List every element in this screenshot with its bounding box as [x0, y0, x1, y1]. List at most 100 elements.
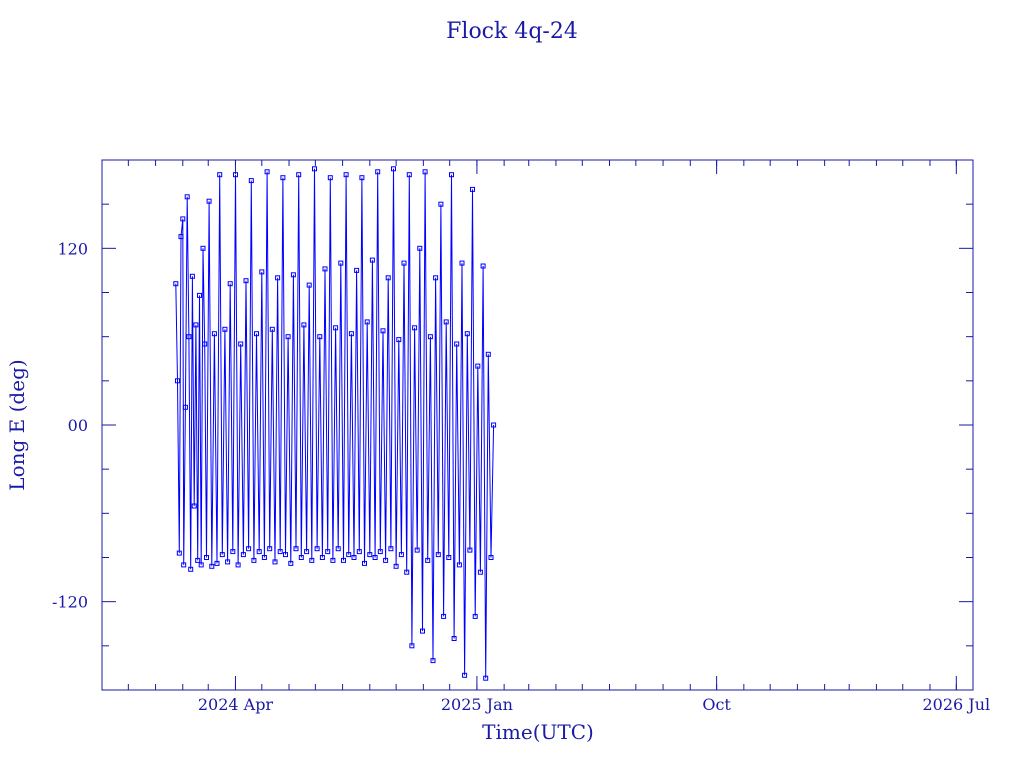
ticks-layer: 120 00 -120 2024 Apr 2025 Jan Oct 2026 Jul	[52, 159, 990, 714]
data-point	[235, 562, 241, 568]
data-point	[372, 555, 378, 560]
data-point	[393, 563, 399, 569]
data-point	[248, 178, 254, 184]
data-point	[206, 198, 212, 204]
data-point	[335, 546, 341, 552]
x-axis-label: Time(UTC)	[482, 720, 594, 744]
data-point	[443, 319, 449, 325]
data-point	[298, 555, 304, 560]
data-point	[195, 557, 201, 563]
data-point	[441, 613, 447, 619]
data-point	[354, 267, 360, 273]
data-point	[202, 341, 208, 347]
data-point	[191, 503, 197, 509]
data-point	[225, 559, 231, 565]
data-point	[427, 334, 433, 340]
data-point	[380, 328, 386, 334]
data-point	[383, 557, 389, 563]
data-point	[330, 557, 336, 563]
data-point	[197, 292, 202, 298]
data-point	[243, 278, 249, 284]
x-tick-label: 2026 Jul	[922, 695, 990, 714]
data-point	[367, 552, 373, 558]
data-point	[398, 552, 404, 558]
data-point	[285, 334, 291, 340]
x-tick-label: 2024 Apr	[198, 695, 274, 714]
data-point	[396, 337, 402, 343]
data-point	[222, 326, 228, 332]
data-point	[356, 549, 362, 555]
y-tick-label: 00	[68, 416, 88, 435]
data-point	[404, 569, 410, 575]
data-point	[175, 378, 180, 384]
data-point	[304, 549, 310, 555]
data-point	[325, 549, 331, 555]
data-point	[214, 560, 220, 566]
data-point	[301, 322, 307, 328]
data-point	[417, 245, 423, 251]
data-point	[438, 201, 444, 207]
data-point	[491, 422, 497, 428]
data-point	[184, 194, 190, 200]
data-point	[483, 675, 489, 681]
data-point	[462, 672, 468, 678]
data-point	[470, 186, 475, 192]
data-point	[369, 257, 375, 263]
data-point	[296, 172, 302, 178]
data-point	[333, 325, 339, 331]
data-point	[180, 216, 186, 222]
data-point	[346, 552, 352, 558]
data-point	[290, 272, 296, 278]
data-point	[388, 546, 394, 552]
data-point	[364, 319, 370, 325]
data-point	[288, 560, 294, 566]
data-point	[277, 549, 283, 555]
data-point	[488, 555, 494, 560]
data-point	[327, 175, 333, 181]
data-point	[406, 172, 412, 178]
data-point	[459, 260, 465, 266]
data-point	[272, 559, 278, 565]
data-point	[293, 546, 299, 552]
data-point	[412, 325, 418, 331]
data-point	[261, 555, 267, 560]
data-point	[280, 175, 286, 181]
data-point	[246, 546, 252, 552]
data-point	[173, 281, 179, 287]
data-point	[464, 331, 470, 337]
data-point	[338, 260, 344, 266]
data-point	[430, 658, 436, 664]
series-line	[175, 168, 495, 679]
data-point	[240, 552, 246, 558]
data-point	[485, 351, 491, 357]
data-point	[198, 562, 204, 568]
data-point	[275, 275, 281, 281]
data-point	[348, 331, 354, 337]
series-group	[173, 166, 497, 681]
data-point	[425, 557, 431, 563]
data-point	[451, 636, 457, 641]
data-point	[178, 234, 184, 240]
data-point	[188, 566, 194, 572]
data-point	[480, 263, 486, 269]
data-point	[414, 547, 420, 553]
data-point	[217, 172, 223, 178]
data-point	[409, 643, 415, 649]
data-point	[204, 555, 209, 560]
data-point	[456, 562, 462, 568]
data-point	[446, 555, 452, 560]
data-point	[362, 560, 367, 566]
x-tick-label: Oct	[702, 695, 731, 714]
data-point	[359, 175, 365, 181]
data-point	[189, 273, 195, 279]
data-point	[475, 363, 481, 369]
data-point	[375, 169, 381, 175]
plot-frame	[101, 159, 974, 691]
data-point	[209, 563, 215, 569]
data-point	[319, 555, 325, 560]
data-point	[377, 549, 383, 555]
data-point	[454, 341, 460, 347]
data-point	[391, 166, 396, 172]
data-point	[227, 281, 233, 287]
